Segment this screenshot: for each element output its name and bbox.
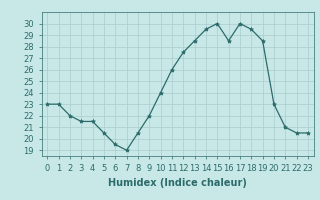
X-axis label: Humidex (Indice chaleur): Humidex (Indice chaleur) <box>108 178 247 188</box>
